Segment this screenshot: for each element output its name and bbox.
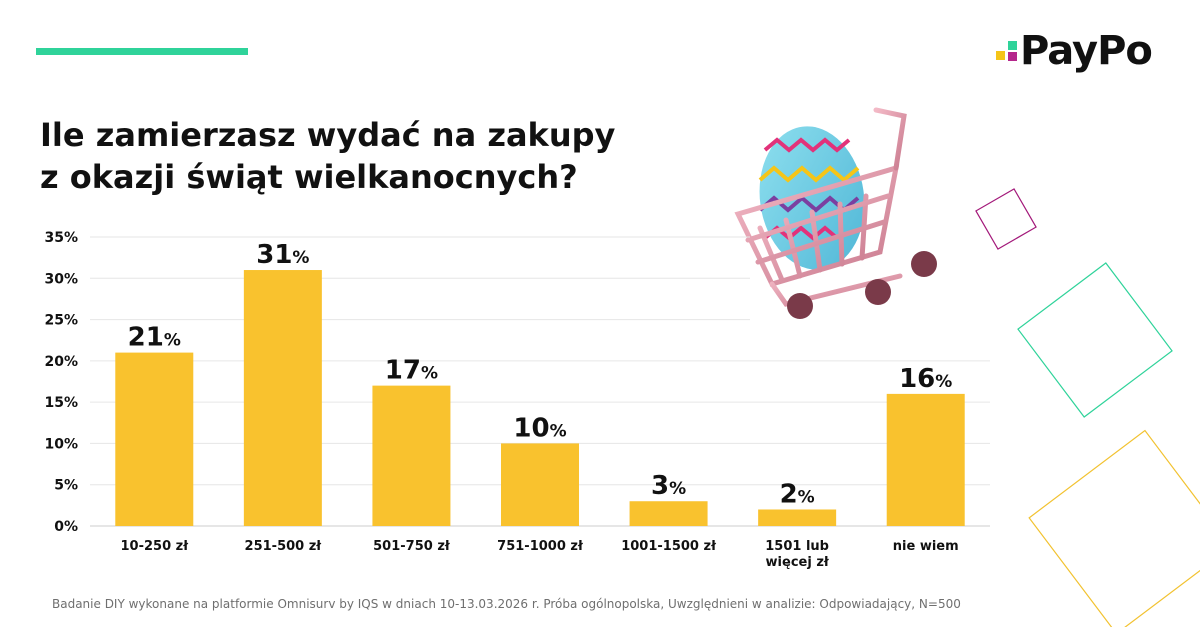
bar-value-label: 17% — [385, 356, 438, 386]
x-category-label: 501-750 zł — [373, 539, 451, 554]
y-tick-label: 25% — [44, 313, 78, 329]
cart-wheels-icon — [787, 251, 937, 319]
bar — [758, 509, 837, 526]
paypo-logo: PayPo — [996, 26, 1153, 76]
y-tick-label: 10% — [44, 436, 78, 452]
magenta-square-outline — [975, 188, 1037, 250]
bar — [501, 443, 579, 526]
x-category-label: 751-1000 zł — [497, 539, 584, 554]
footnote: Badanie DIY wykonane na platformie Omnis… — [52, 597, 961, 611]
title-line-2: z okazji świąt wielkanocnych? — [40, 158, 578, 196]
cart-basket-icon — [734, 107, 907, 307]
y-tick-label: 5% — [54, 478, 78, 494]
bar-value-label: 2% — [780, 479, 815, 509]
y-tick-label: 35% — [44, 230, 78, 246]
bar-value-label: 10% — [513, 413, 566, 443]
bar — [115, 352, 194, 526]
y-tick-label: 30% — [44, 271, 78, 287]
bar — [886, 393, 965, 526]
y-tick-label: 20% — [44, 354, 78, 370]
x-category-label: 251-500 zł — [245, 539, 323, 554]
bar-value-label: 21% — [128, 323, 181, 353]
yellow-square-outline — [1028, 429, 1200, 627]
accent-line — [36, 48, 248, 55]
logo-mark-icon — [996, 31, 1018, 71]
easter-egg-icon — [758, 126, 865, 270]
green-square-outline — [1017, 262, 1173, 418]
bar — [243, 270, 322, 526]
x-category-label: 1501 lub — [765, 539, 829, 554]
logo-text: PayPo — [1020, 28, 1153, 74]
bar-value-label: 3% — [651, 471, 686, 501]
bar-value-label: 31% — [256, 240, 309, 270]
x-category-label: nie wiem — [893, 539, 959, 554]
y-tick-label: 15% — [44, 395, 78, 411]
x-category-label: 10-250 zł — [121, 539, 190, 554]
bar-value-label: 16% — [899, 364, 952, 394]
title-line-1: Ile zamierzasz wydać na zakupy — [40, 116, 616, 154]
bar — [372, 385, 451, 526]
x-category-label: więcej zł — [766, 555, 830, 570]
bar — [629, 501, 708, 526]
x-category-label: 1001-1500 zł — [621, 539, 717, 554]
page-title: Ile zamierzasz wydać na zakupy z okazji … — [40, 114, 760, 198]
y-tick-label: 0% — [54, 519, 78, 535]
